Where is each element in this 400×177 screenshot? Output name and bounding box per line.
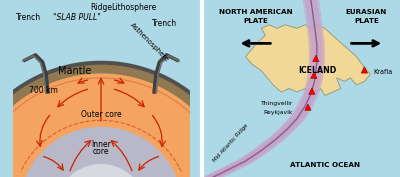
Text: Mid Atlantic Ridge: Mid Atlantic Ridge [212, 122, 249, 163]
Text: "SLAB PULL": "SLAB PULL" [53, 13, 101, 22]
Text: Trench: Trench [152, 19, 177, 27]
Polygon shape [313, 55, 319, 62]
Text: Krafla: Krafla [373, 69, 392, 75]
Circle shape [20, 127, 182, 177]
Text: Thingvellir: Thingvellir [261, 101, 293, 106]
Text: Trench: Trench [16, 13, 41, 22]
Polygon shape [309, 88, 315, 94]
Text: ATLANTIC OCEAN: ATLANTIC OCEAN [290, 162, 360, 168]
Text: Mantle: Mantle [58, 66, 91, 76]
Text: Inner: Inner [91, 140, 111, 149]
Text: Lithosphere: Lithosphere [111, 4, 156, 12]
Polygon shape [361, 67, 368, 73]
Text: ICELAND: ICELAND [299, 66, 337, 75]
Text: PLATE: PLATE [354, 18, 379, 24]
Text: 700 km: 700 km [29, 86, 58, 95]
Polygon shape [311, 72, 317, 78]
Text: EURASIAN: EURASIAN [346, 9, 387, 15]
Circle shape [57, 165, 145, 177]
Text: NORTH AMERICAN: NORTH AMERICAN [219, 9, 292, 15]
Text: core: core [93, 147, 109, 156]
Circle shape [0, 62, 248, 177]
Text: Asthenosphere: Asthenosphere [129, 22, 170, 63]
Text: Reykjavik: Reykjavik [264, 110, 293, 115]
Polygon shape [305, 104, 311, 110]
Polygon shape [246, 25, 370, 96]
Text: PLATE: PLATE [243, 18, 268, 24]
Text: Outer core: Outer core [81, 110, 121, 119]
Text: Ridge: Ridge [90, 3, 112, 12]
